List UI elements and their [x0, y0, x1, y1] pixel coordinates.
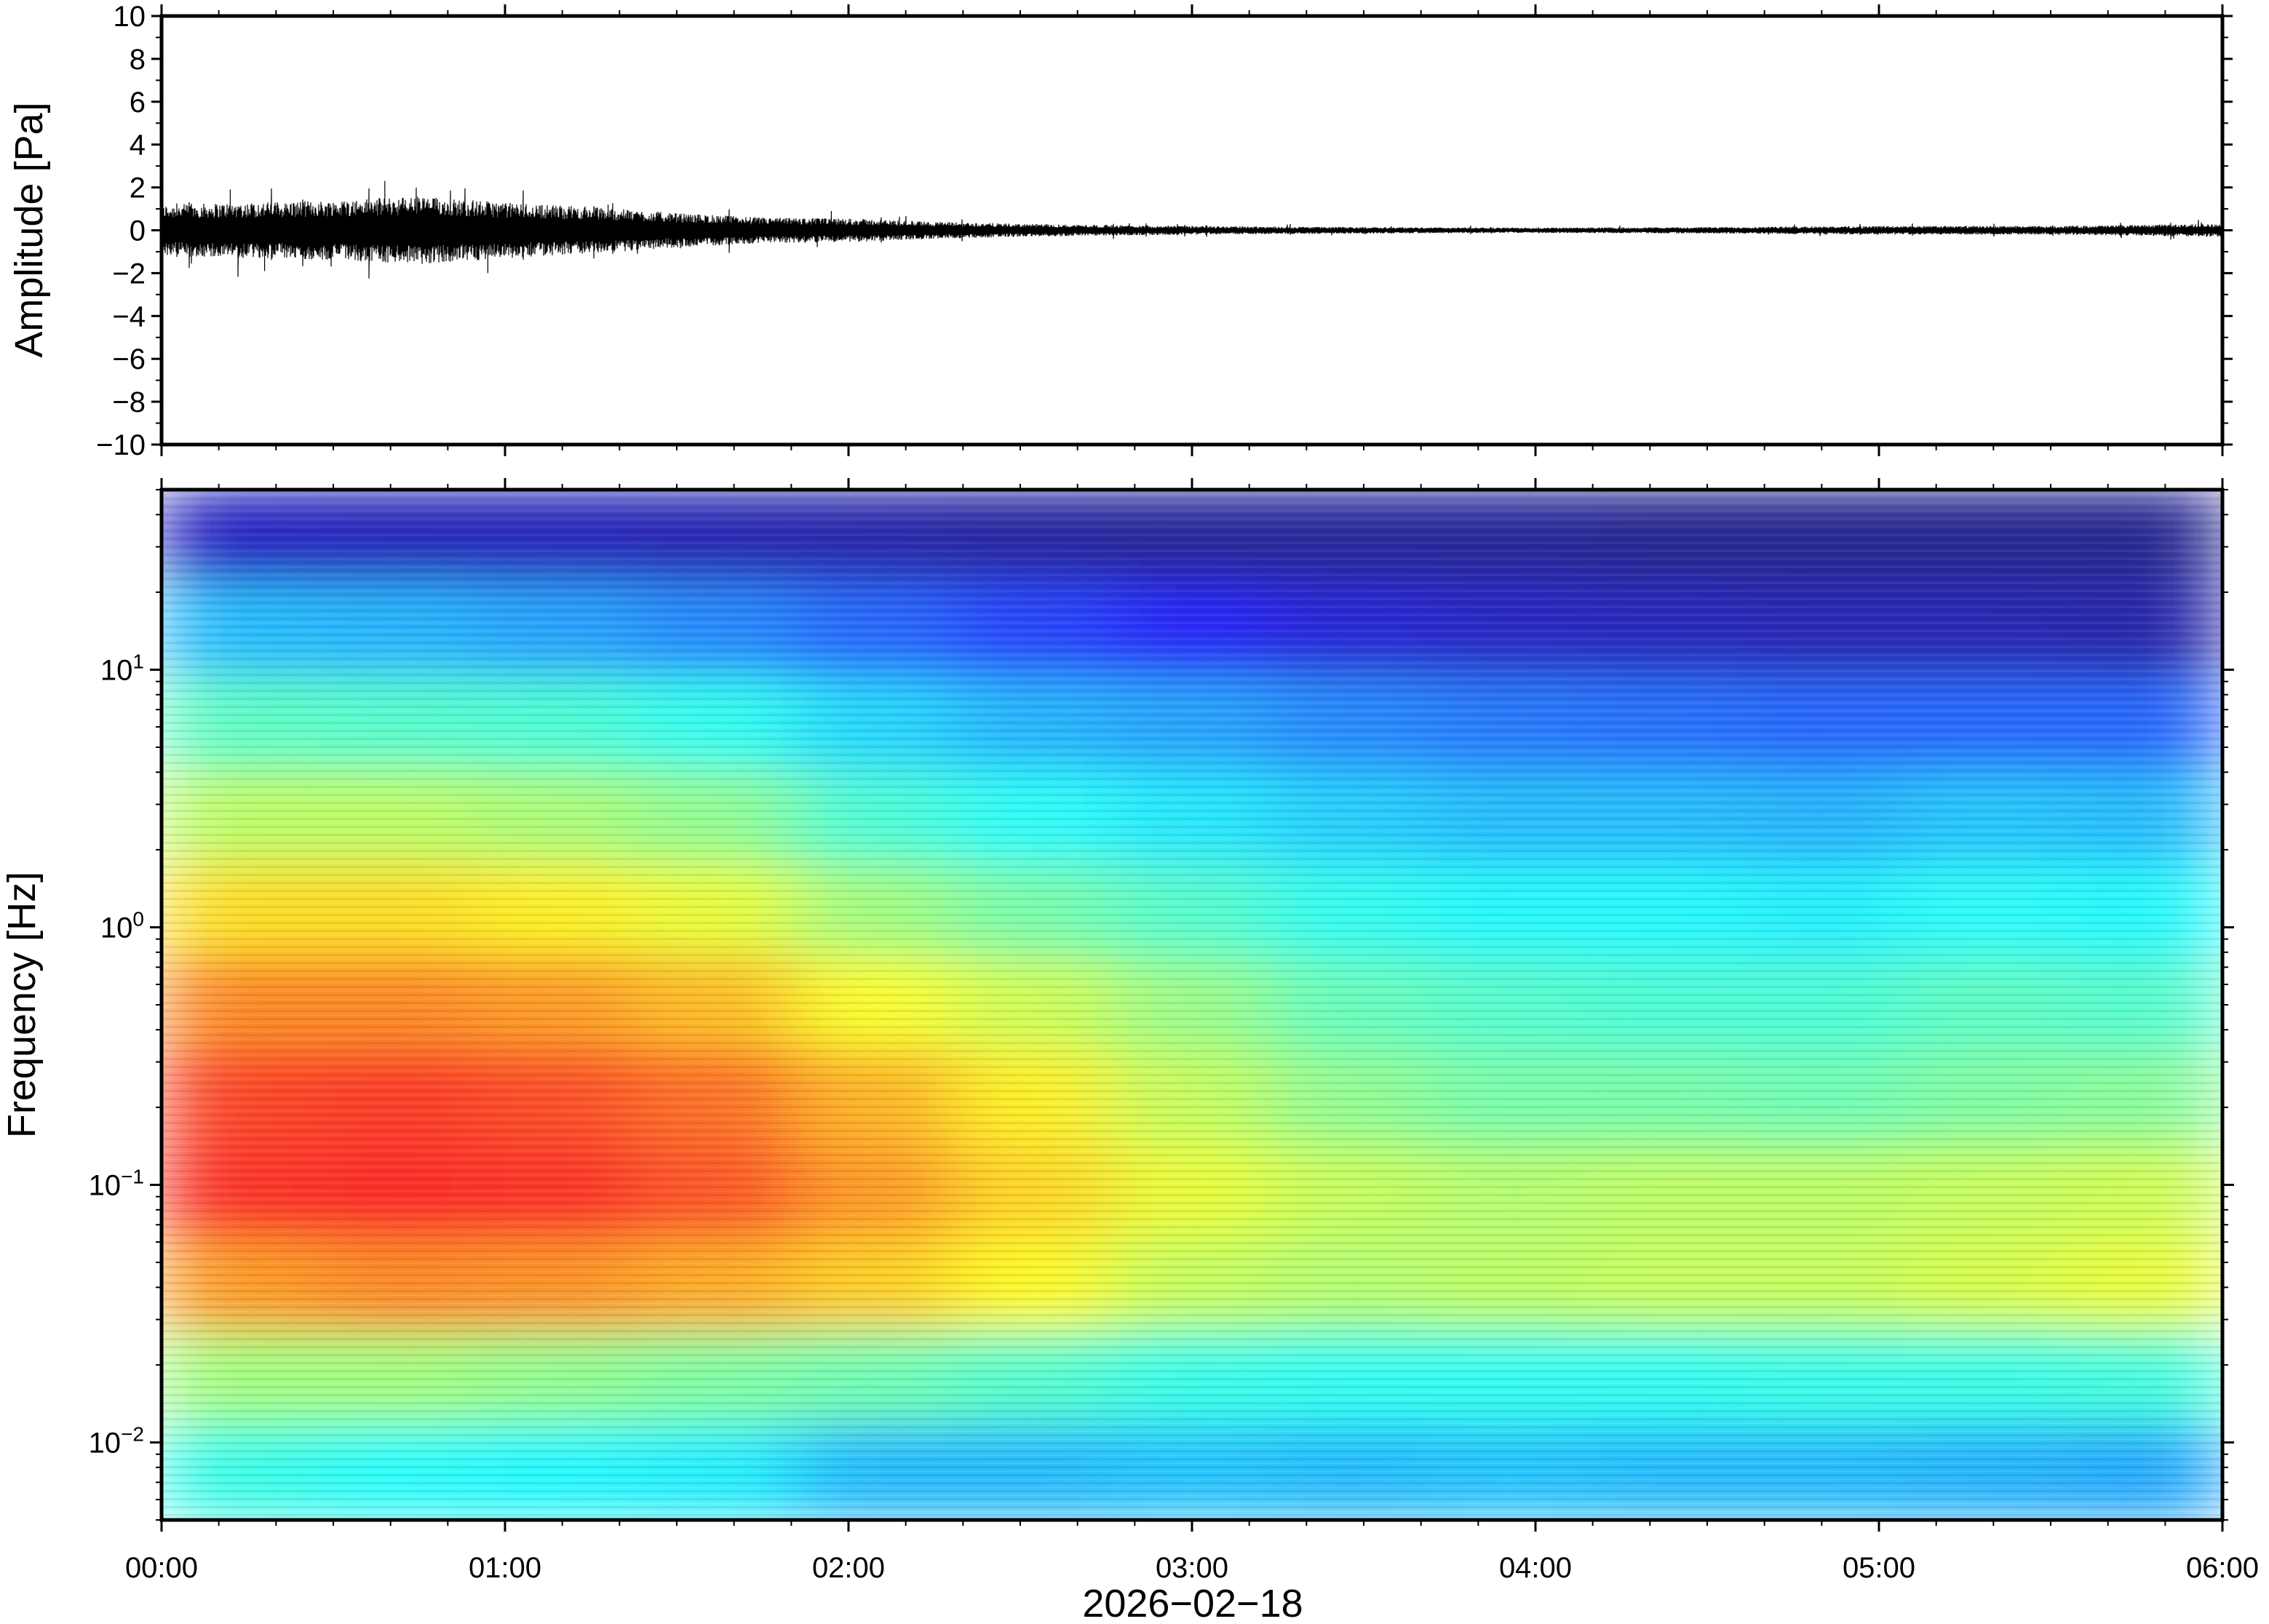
waveform-y-tick-label: −2	[112, 258, 146, 290]
waveform-y-axis-label: Amplitude [Pa]	[7, 102, 51, 357]
x-tick-label: 01:00	[469, 1552, 541, 1584]
x-tick-label: 03:00	[1156, 1552, 1228, 1584]
waveform-y-tick-label: 4	[130, 130, 146, 162]
waveform-y-tick-label: 6	[130, 87, 146, 119]
spectrogram-y-tick-label: 101	[100, 650, 144, 686]
waveform-line	[161, 180, 2223, 279]
spectrogram-panel: 101 100 10−1 10−2 00:00 01:00 02:00 03:00 04:00 0…	[0, 478, 2259, 1624]
spectrogram-y-axis-label: Frequency [Hz]	[0, 872, 44, 1138]
x-tick-label: 02:00	[812, 1552, 885, 1584]
x-tick-label: 06:00	[2186, 1552, 2259, 1584]
spectrogram-y-tick-label: 10−1	[89, 1165, 144, 1201]
waveform-panel: 10 8 6 4 2 0 −2 −4 −6 −8 −10 Amplitude [Pa]	[7, 1, 2233, 461]
x-tick-label: 05:00	[1843, 1552, 1915, 1584]
x-axis-date-label: 2026−02−18	[1082, 1582, 1303, 1624]
waveform-y-tick-label: −4	[112, 300, 146, 333]
waveform-y-tick-label: −6	[112, 343, 146, 375]
spectrogram-y-tick-label: 10−2	[89, 1422, 144, 1459]
spectrogram-texture	[162, 490, 2222, 1520]
waveform-y-tick-label: 10	[114, 1, 146, 33]
x-tick-label: 04:00	[1499, 1552, 1572, 1584]
waveform-frame	[159, 14, 2225, 447]
waveform-y-tick-label: −8	[112, 386, 146, 418]
waveform-y-tick-label: −10	[96, 429, 146, 461]
waveform-y-tick-label: 0	[130, 215, 146, 247]
waveform-y-tick-label: 8	[130, 44, 146, 76]
spectrogram-ticks: 101 100 10−1 10−2 00:00 01:00 02:00 03:00 04:00 0…	[89, 478, 2259, 1584]
waveform-trace	[161, 180, 2223, 279]
spectrogram-frame	[159, 487, 2225, 1522]
x-tick-label: 00:00	[125, 1552, 198, 1584]
waveform-y-tick-label: 2	[130, 172, 146, 204]
spectrogram-y-tick-label: 100	[100, 907, 144, 944]
